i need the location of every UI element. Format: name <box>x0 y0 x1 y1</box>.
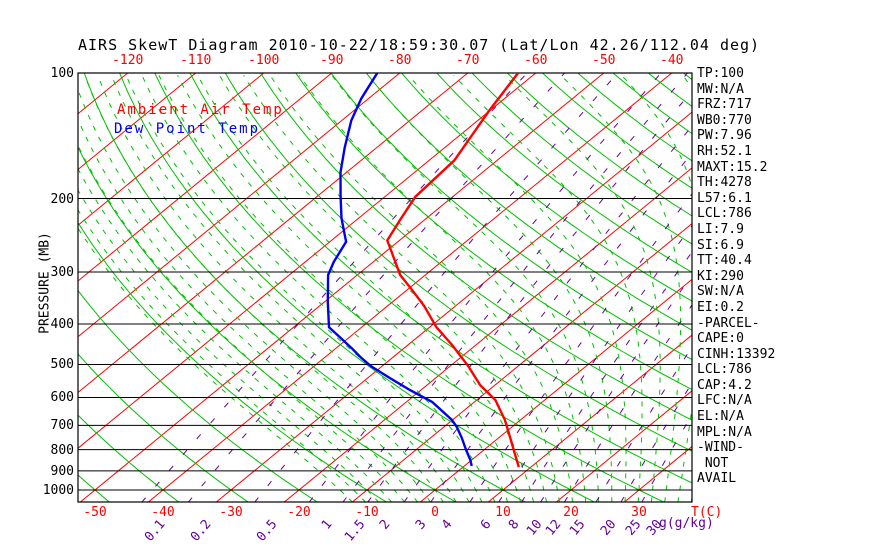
legend-dew-point-temp: Dew Point Temp <box>114 121 261 137</box>
stats-line: MW:N/A <box>697 81 744 97</box>
stats-line: L57:6.1 <box>697 190 752 206</box>
stats-line: LFC:N/A <box>697 393 752 409</box>
stats-line: EI:0.2 <box>697 299 744 315</box>
plot-border <box>77 72 693 503</box>
stats-panel: TP:100 MW:N/A FRZ:717 WB0:770 PW:7.96 RH:52.1… <box>697 66 775 487</box>
stats-line: LI:7.9 <box>697 221 744 237</box>
stats-line: MPL:N/A <box>697 424 752 440</box>
stats-line: SI:6.9 <box>697 237 744 253</box>
stats-line: CAPE:0 <box>697 331 744 347</box>
pressure-axis-title: PRESSURE (MB) <box>37 232 53 334</box>
dew-point-trace <box>326 73 473 467</box>
stats-line: TP:100 <box>697 66 744 81</box>
stats-line: PW:7.96 <box>697 128 752 144</box>
ambient-air-temp-trace <box>385 73 520 468</box>
stats-line: MAXT:15.2 <box>697 159 768 175</box>
stats-line: TH:4278 <box>697 175 752 191</box>
stats-line: -WIND- <box>697 440 744 456</box>
stats-line: AVAIL <box>697 471 737 487</box>
stats-line: NOT <box>697 455 729 471</box>
dry-adiabat-lines <box>78 73 692 502</box>
stats-line: EL:N/A <box>697 409 744 425</box>
stats-line: CINH:13392 <box>697 346 776 362</box>
stats-line: LCL:786 <box>697 362 752 378</box>
stats-line: TT:40.4 <box>697 253 752 269</box>
stats-line: LCL:786 <box>697 206 752 222</box>
moist-adiabat-lines <box>78 74 692 502</box>
pressure-grid-lines <box>78 198 692 491</box>
stats-line: CAP:4.2 <box>697 377 752 393</box>
stats-line: RH:52.1 <box>697 143 752 159</box>
stats-line: FRZ:717 <box>697 97 752 113</box>
mixing-ratio-lines <box>141 73 692 502</box>
stats-line: WB0:770 <box>697 112 752 128</box>
stats-line: KI:290 <box>697 268 744 284</box>
page-title: AIRS SkewT Diagram 2010-10-22/18:59:30.0… <box>78 36 761 54</box>
stats-line: SW:N/A <box>697 284 744 300</box>
stats-line: -PARCEL- <box>697 315 760 331</box>
legend-ambient-air-temp: Ambient Air Temp <box>117 102 284 118</box>
